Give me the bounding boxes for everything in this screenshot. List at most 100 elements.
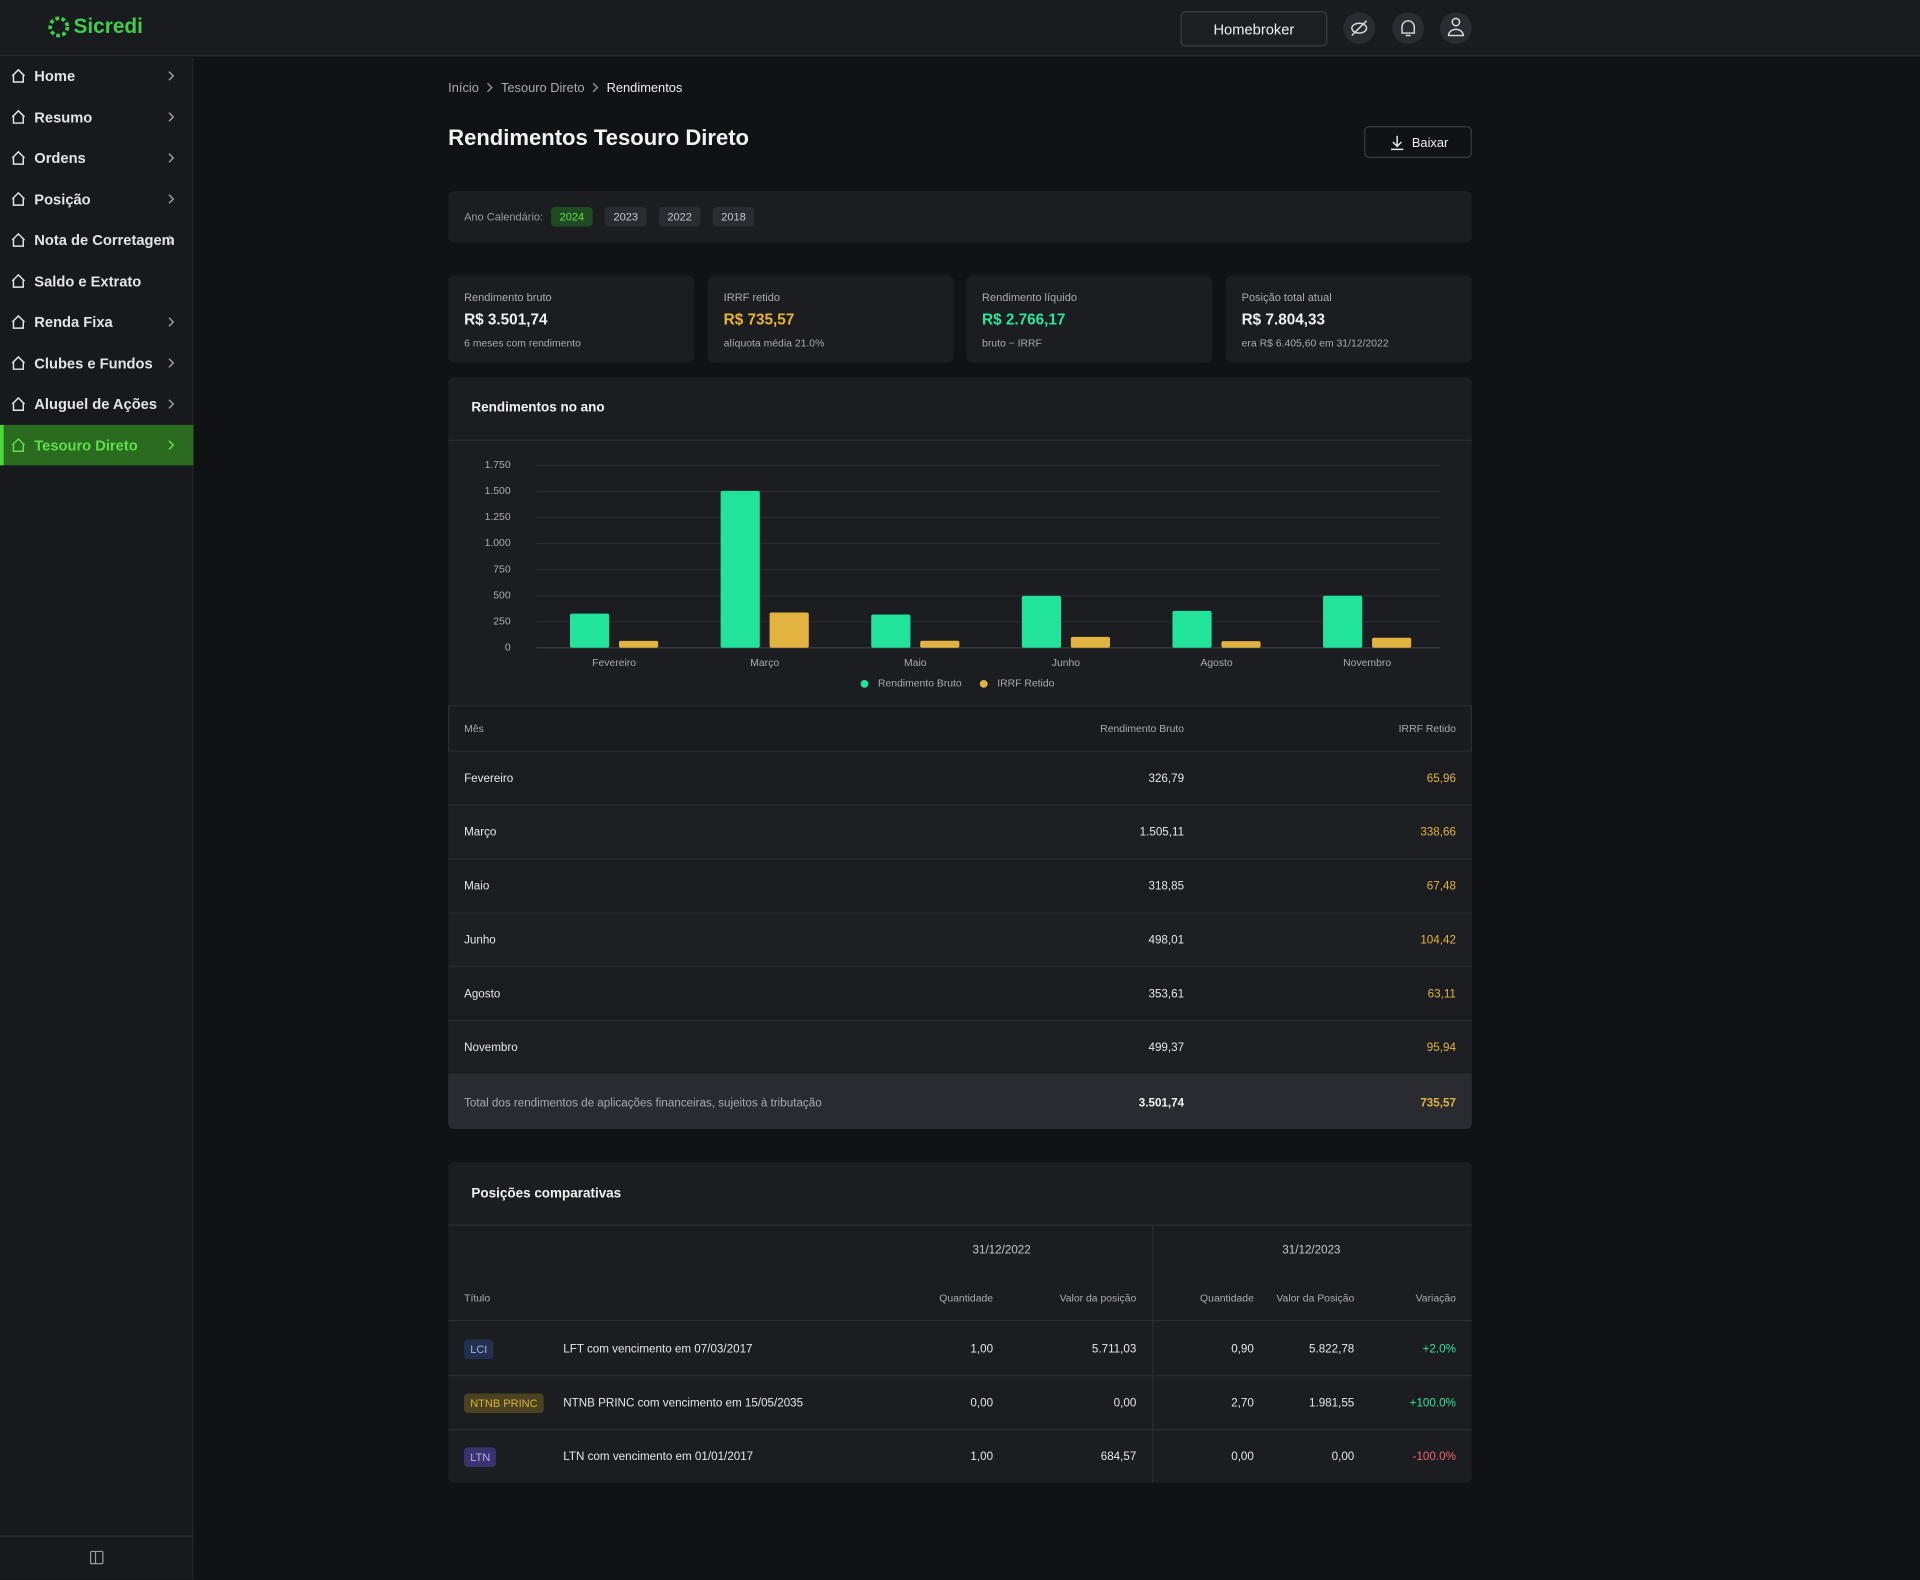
chevron: [592, 82, 599, 93]
year-chip-label[interactable]: 2023: [613, 210, 638, 223]
table-row: [448, 751, 1472, 806]
total-row: [448, 1075, 1472, 1129]
menu-label[interactable]: Renda Fixa: [34, 313, 113, 331]
icon-button[interactable]: [1440, 12, 1472, 45]
irrf-cell: 338,66: [1420, 825, 1456, 840]
menu-icon: [11, 150, 26, 165]
menu-label[interactable]: Posição: [34, 190, 91, 208]
collapse-icon: [90, 1550, 104, 1565]
icon-button[interactable]: [1392, 12, 1425, 45]
menu-label[interactable]: Nota de Corretagem: [34, 231, 175, 249]
table-row: [448, 913, 1472, 968]
menu-icon: [11, 273, 26, 288]
position-cell: 0,00: [1231, 1449, 1254, 1464]
bar: [618, 640, 659, 648]
divider: [448, 1224, 1472, 1226]
year-chip-label[interactable]: 2024: [559, 210, 585, 223]
section-title: Posições comparativas: [471, 1186, 622, 1202]
position-cell: 0,00: [1331, 1449, 1355, 1464]
menu-label[interactable]: Aluguel de Ações: [34, 395, 158, 413]
year-chip-label[interactable]: 2018: [721, 210, 746, 223]
date-header: 31/12/2023: [1282, 1243, 1341, 1257]
position-cell: 0,00: [970, 1395, 994, 1410]
date-header: 31/12/2022: [972, 1243, 1031, 1257]
homebroker-button[interactable]: [1180, 11, 1328, 47]
menu-icon: [11, 355, 26, 370]
bar: [1070, 636, 1111, 648]
year-chip-label[interactable]: 2022: [667, 210, 692, 223]
menu-icon: [11, 396, 26, 411]
bar: [920, 640, 960, 648]
breadcrumb-item[interactable]: Tesouro Direto: [500, 80, 585, 95]
column-header: IRRF Retido: [1398, 721, 1456, 735]
year-chip[interactable]: [712, 206, 755, 227]
bar: [570, 613, 610, 648]
x-tick-label: Agosto: [1200, 658, 1233, 669]
menu-icon: [11, 314, 26, 329]
position-cell: 1,00: [970, 1342, 994, 1356]
download-label[interactable]: Baixar: [1411, 135, 1449, 151]
menu-label[interactable]: Ordens: [34, 149, 86, 167]
x-tick-label: Novembro: [1343, 658, 1391, 669]
position-cell: 0,90: [1231, 1342, 1254, 1356]
title-tag: LTN: [464, 1446, 497, 1467]
legend-label: Rendimento Bruto: [878, 679, 962, 690]
section-title: Rendimentos no ano: [471, 400, 605, 416]
x-tick-label: Maio: [904, 658, 927, 669]
year-chip[interactable]: [658, 206, 701, 227]
chevron: [168, 194, 175, 204]
bar: [1323, 595, 1363, 648]
menu-label[interactable]: Saldo e Extrato: [34, 272, 142, 290]
logo: Sicredi: [73, 14, 143, 38]
chevron: [168, 112, 175, 122]
menu-label[interactable]: Resumo: [34, 108, 93, 126]
card-label: Posição total atual: [1241, 290, 1332, 304]
column-header: Mês: [464, 721, 484, 735]
total-label: Total dos rendimentos de aplicações fina…: [464, 1095, 822, 1110]
breadcrumb-item[interactable]: Início: [448, 80, 479, 95]
menu-icon: [11, 68, 26, 83]
irrf-cell: 95,94: [1426, 1041, 1456, 1055]
x-tick-label: Março: [750, 658, 779, 669]
chevron: [168, 71, 175, 81]
month-cell: Março: [464, 825, 497, 840]
irrf-cell: 67,48: [1426, 879, 1456, 894]
sidebar: [0, 57, 194, 1580]
summary-card: [966, 275, 1213, 363]
menu-item-active[interactable]: [0, 424, 194, 466]
chevron: [168, 399, 175, 409]
download-button[interactable]: [1364, 126, 1472, 158]
card-label: IRRF retido: [723, 290, 781, 304]
menu-label[interactable]: Clubes e Fundos: [34, 354, 153, 372]
year-chip[interactable]: [551, 206, 593, 227]
chevron: [168, 317, 175, 327]
card-label: Rendimento líquido: [982, 290, 1078, 304]
title-name: LFT com vencimento em 07/03/2017: [563, 1342, 753, 1356]
month-cell: Novembro: [464, 1041, 518, 1055]
card-note: 6 meses com rendimento: [464, 336, 581, 349]
year-chip[interactable]: [604, 206, 647, 227]
card-label: Rendimento bruto: [464, 290, 552, 304]
total-irrf: 735,57: [1420, 1095, 1456, 1110]
chevron: [486, 82, 493, 93]
card-note: bruto − IRRF: [982, 336, 1042, 349]
legend-swatch: [860, 679, 869, 688]
irrf-cell: 63,11: [1427, 987, 1456, 1002]
title-tag: NTNB PRINC: [464, 1392, 544, 1413]
chevron: [168, 235, 175, 245]
menu-label[interactable]: Tesouro Direto: [34, 436, 138, 454]
divider: [448, 1428, 1472, 1431]
title-name: NTNB PRINC com vencimento em 15/05/2035: [563, 1395, 804, 1410]
logo-mark: [48, 16, 70, 38]
summary-card: [707, 275, 954, 363]
bell-icon: [1401, 20, 1416, 37]
y-tick-label: 750: [493, 564, 511, 575]
position-cell: 1,00: [970, 1449, 994, 1464]
menu-icon: [11, 191, 26, 206]
title-tag: LCI: [464, 1338, 494, 1359]
homebroker-label[interactable]: Homebroker: [1213, 20, 1295, 38]
menu-label[interactable]: Home: [34, 67, 76, 85]
y-tick-label: 1.750: [485, 460, 511, 471]
